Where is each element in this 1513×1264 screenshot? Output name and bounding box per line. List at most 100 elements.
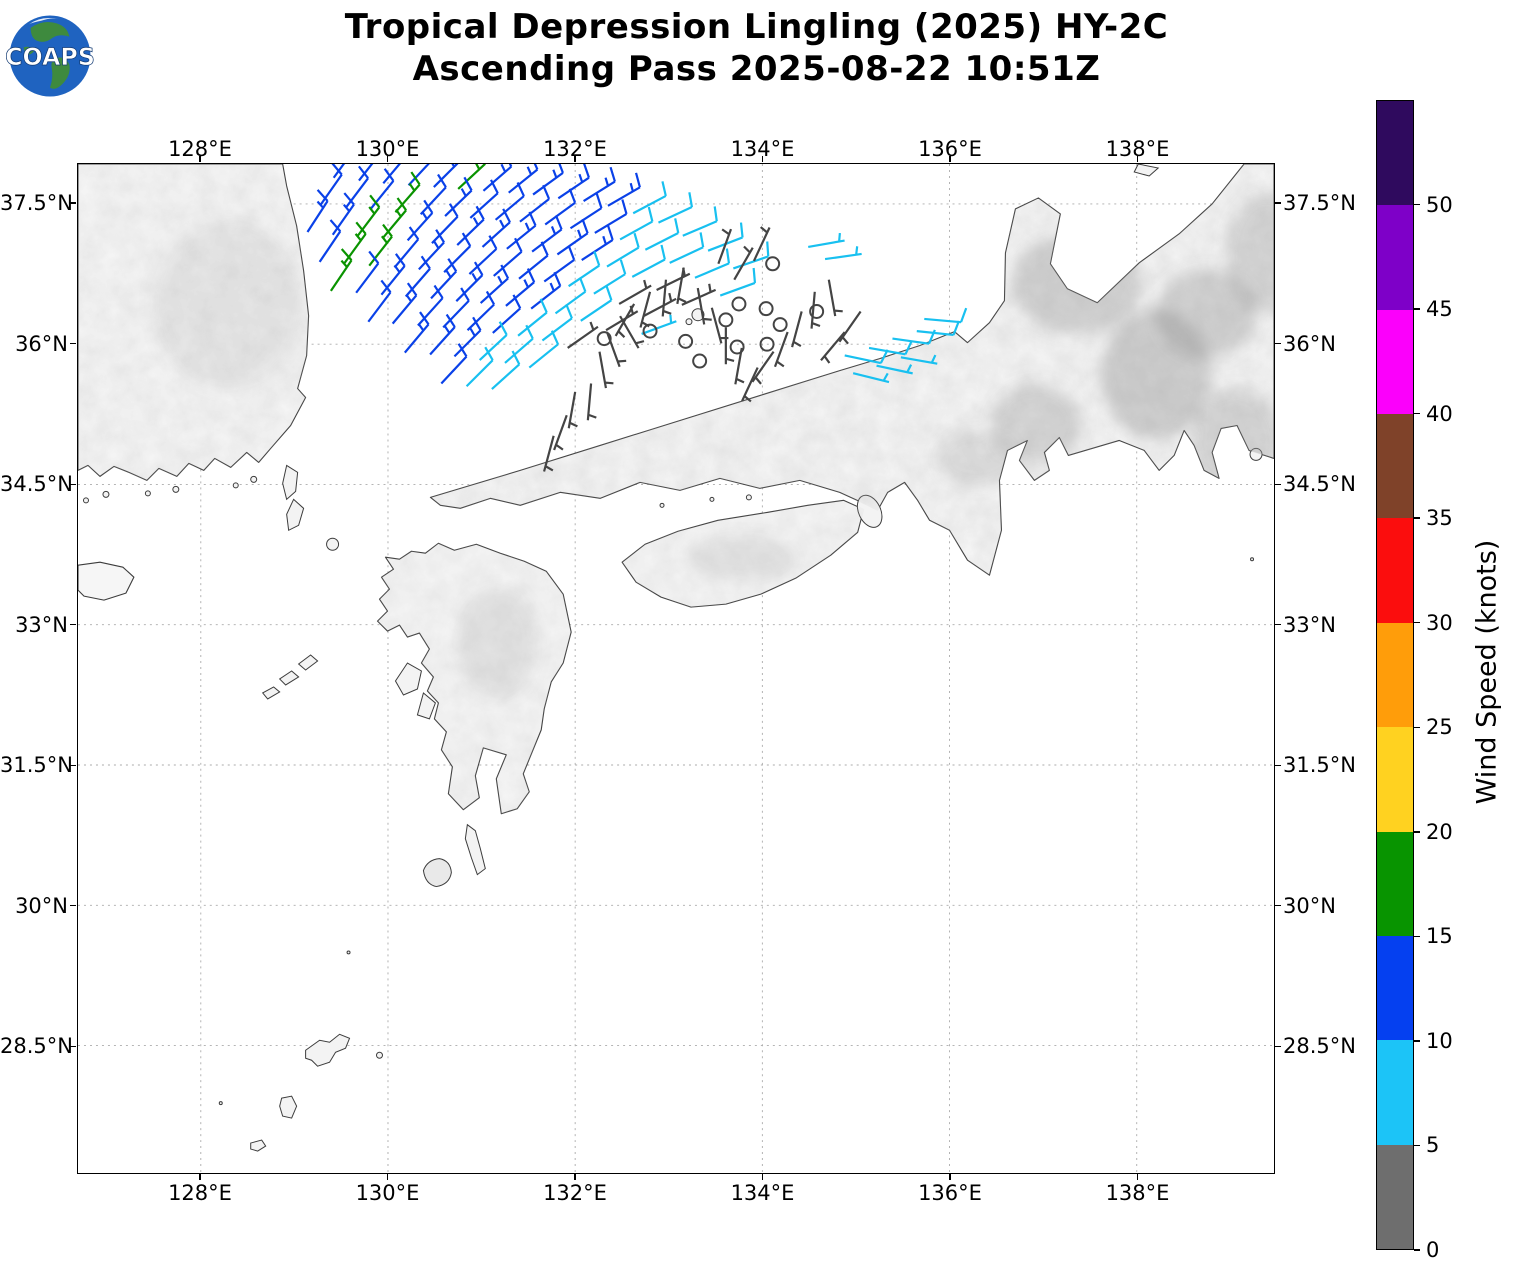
colorbar-segment-0-5 [1377, 1144, 1413, 1249]
wind-barb [319, 164, 343, 206]
colorbar-tick [1414, 517, 1420, 519]
wind-barb [852, 372, 890, 384]
calm-wind-circle [718, 312, 734, 328]
lon-tick-label-bottom: 132°E [543, 1181, 607, 1205]
tick-mark [761, 1174, 764, 1180]
lat-tick-label-left: 30°N [15, 893, 68, 918]
islet [745, 494, 752, 501]
wind-barb [605, 331, 627, 368]
colorbar-tick [1414, 203, 1420, 206]
wind-barb [583, 166, 616, 203]
lat-tick-label-right: 30°N [1283, 893, 1336, 918]
wind-barb [717, 228, 733, 265]
islet [659, 502, 665, 508]
islet [376, 1051, 383, 1059]
tick-mark [1275, 624, 1281, 626]
calm-wind-circle [596, 331, 612, 347]
wind-barb [732, 241, 770, 270]
wind-barb [331, 192, 355, 236]
tick-mark [1275, 342, 1281, 345]
wind-barb [355, 250, 380, 294]
wind-barb [567, 391, 578, 429]
tick-mark [1275, 764, 1281, 766]
wind-barb [407, 164, 430, 186]
colorbar-tick-label: 35 [1426, 506, 1453, 531]
wind-barb [682, 206, 718, 237]
island-yakushima [422, 858, 452, 888]
wind-barb [586, 383, 597, 421]
wind-barb [419, 173, 447, 215]
wind-barb [356, 194, 381, 238]
tick-mark [574, 1174, 576, 1180]
colorbar [1376, 100, 1414, 1250]
wind-barb [556, 218, 589, 256]
wind-barb [618, 279, 652, 305]
wind-barb [724, 327, 735, 365]
colorbar-segment-30-35 [1377, 518, 1413, 623]
colorbar-tick-label: 40 [1426, 401, 1453, 426]
islet [218, 1101, 223, 1106]
wind-barb [810, 291, 821, 329]
island-tanegashima [464, 823, 486, 876]
islet [346, 950, 351, 955]
island-tsushima-south [286, 498, 305, 532]
calm-wind-circle [642, 323, 658, 339]
tick-mark [70, 905, 76, 907]
calm-wind-circle [731, 296, 747, 312]
island-iki [326, 537, 340, 551]
tick-mark [386, 1174, 389, 1180]
wind-barb [444, 176, 473, 217]
lat-tick-label-left: 28.5°N [0, 1034, 73, 1059]
wind-barb [358, 164, 374, 182]
wind-barb [528, 330, 560, 369]
calm-wind-circle [729, 339, 745, 355]
tick-mark [1136, 1174, 1139, 1180]
wind-barb [820, 331, 846, 364]
lat-tick-label-right: 31.5°N [1283, 753, 1356, 778]
calm-wind-circle [765, 256, 781, 272]
wind-barb [469, 179, 499, 219]
map-frame [77, 163, 1275, 1174]
lat-tick-label-right: 28.5°N [1283, 1034, 1356, 1059]
calm-wind-circle [809, 303, 825, 319]
title-line-1: Tropical Depression Lingling (2025) HY-2… [344, 7, 1169, 47]
wind-barb [393, 226, 420, 269]
colorbar-tick [1414, 935, 1420, 938]
wind-barb [581, 225, 614, 261]
wind-barb [306, 189, 329, 233]
wind-barb [531, 215, 563, 253]
islet [82, 497, 89, 504]
wind-barb [580, 285, 613, 322]
wind-barb [544, 188, 577, 226]
colorbar-segment-20-25 [1377, 727, 1413, 832]
tick-mark [1136, 156, 1139, 162]
wind-barb [676, 267, 687, 305]
tick-mark [70, 483, 76, 485]
tick-mark [1275, 1045, 1281, 1047]
colorbar-segment-25-30 [1377, 622, 1413, 728]
lat-tick-label-right: 33°N [1283, 612, 1336, 637]
wind-barb [431, 203, 459, 244]
colorbar-tick [1414, 726, 1420, 728]
wind-barb [734, 347, 745, 385]
wind-barb [429, 313, 456, 356]
colorbar-tick [1414, 831, 1420, 833]
wind-barb [868, 340, 913, 356]
tick-mark [199, 1174, 201, 1180]
wind-barb [479, 264, 510, 304]
wind-barb [710, 307, 729, 344]
wind-barb [482, 164, 513, 192]
wind-barb [404, 255, 431, 298]
wind-barb [808, 232, 845, 249]
wind-barb [442, 287, 470, 329]
colorbar-tick-label: 10 [1426, 1028, 1453, 1053]
wind-barb [876, 364, 913, 375]
coaps-logo: COAPS [5, 12, 95, 100]
wind-barb [916, 320, 960, 337]
wind-barb [773, 331, 789, 368]
wind-barb [332, 164, 346, 179]
wind-barb [619, 206, 654, 241]
wind-barb [318, 219, 342, 263]
wind-barb [694, 248, 731, 279]
islet [709, 496, 715, 502]
